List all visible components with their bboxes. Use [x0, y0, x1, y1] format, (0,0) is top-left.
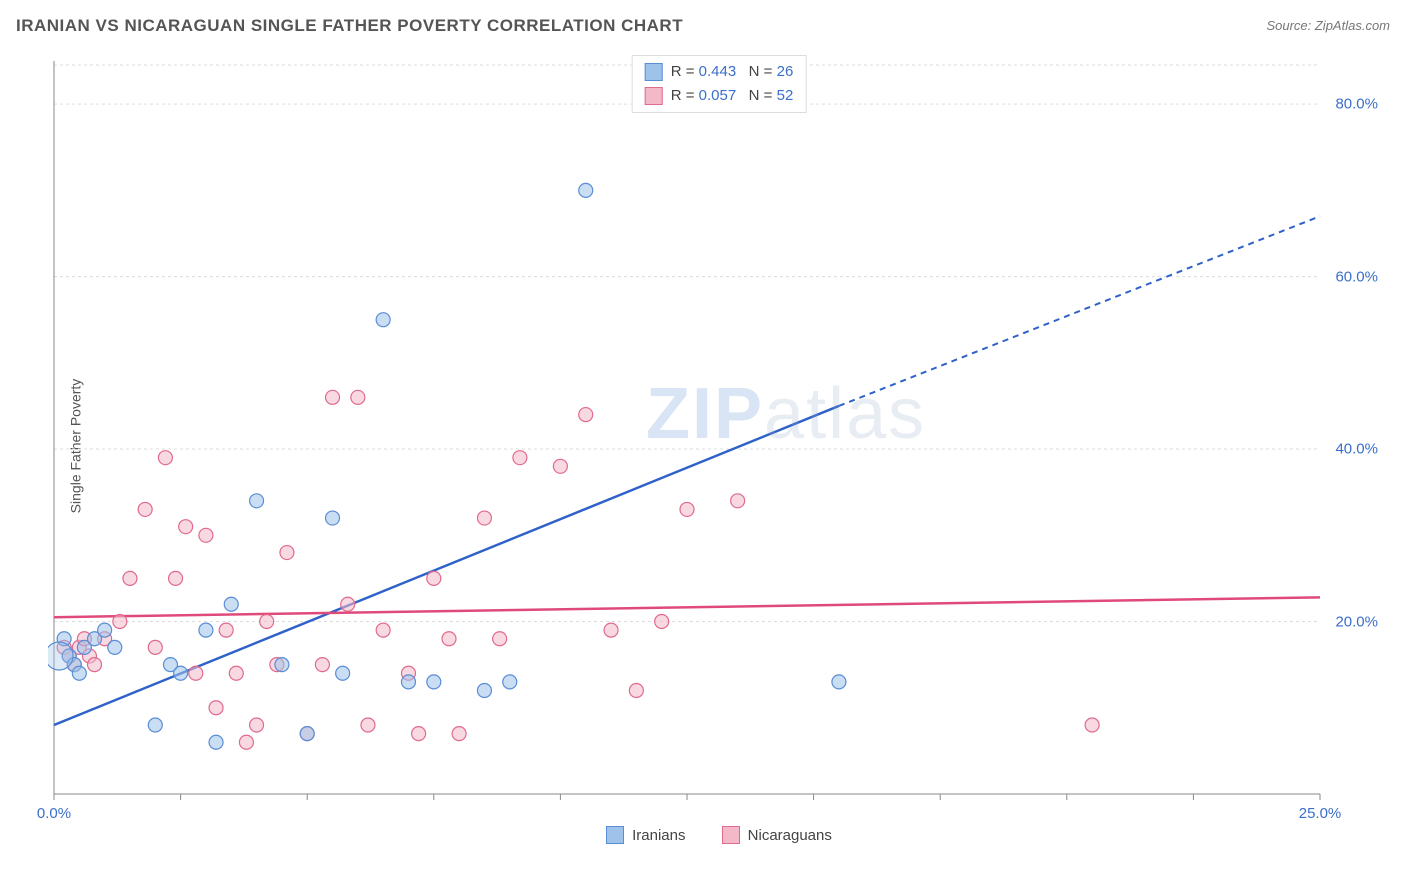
- swatch-iranians-icon: [645, 63, 663, 81]
- swatch-nicaraguans-icon: [645, 87, 663, 105]
- x-tick-label: 0.0%: [37, 805, 71, 822]
- x-axis-legend: Iranians Nicaraguans: [48, 826, 1390, 848]
- legend-item-iranians: Iranians: [606, 826, 685, 844]
- swatch-iranians-icon: [606, 826, 624, 844]
- y-tick-label: 40.0%: [1335, 441, 1378, 458]
- y-tick-label: 80.0%: [1335, 96, 1378, 113]
- x-tick-label: 25.0%: [1299, 805, 1342, 822]
- chart-title: IRANIAN VS NICARAGUAN SINGLE FATHER POVE…: [16, 16, 683, 35]
- legend-row-iranians: R = 0.443 N = 26: [645, 60, 794, 84]
- y-tick-label: 60.0%: [1335, 268, 1378, 285]
- source-label: Source: ZipAtlas.com: [1266, 18, 1390, 33]
- correlation-legend: R = 0.443 N = 26 R = 0.057 N = 52: [632, 55, 807, 113]
- scatter-chart-svg: [48, 55, 1390, 852]
- chart-area: ZIPatlas R = 0.443 N = 26 R = 0.057 N = …: [48, 55, 1390, 852]
- swatch-nicaraguans-icon: [722, 826, 740, 844]
- legend-item-nicaraguans: Nicaraguans: [722, 826, 832, 844]
- legend-row-nicaraguans: R = 0.057 N = 52: [645, 84, 794, 108]
- y-tick-label: 20.0%: [1335, 613, 1378, 630]
